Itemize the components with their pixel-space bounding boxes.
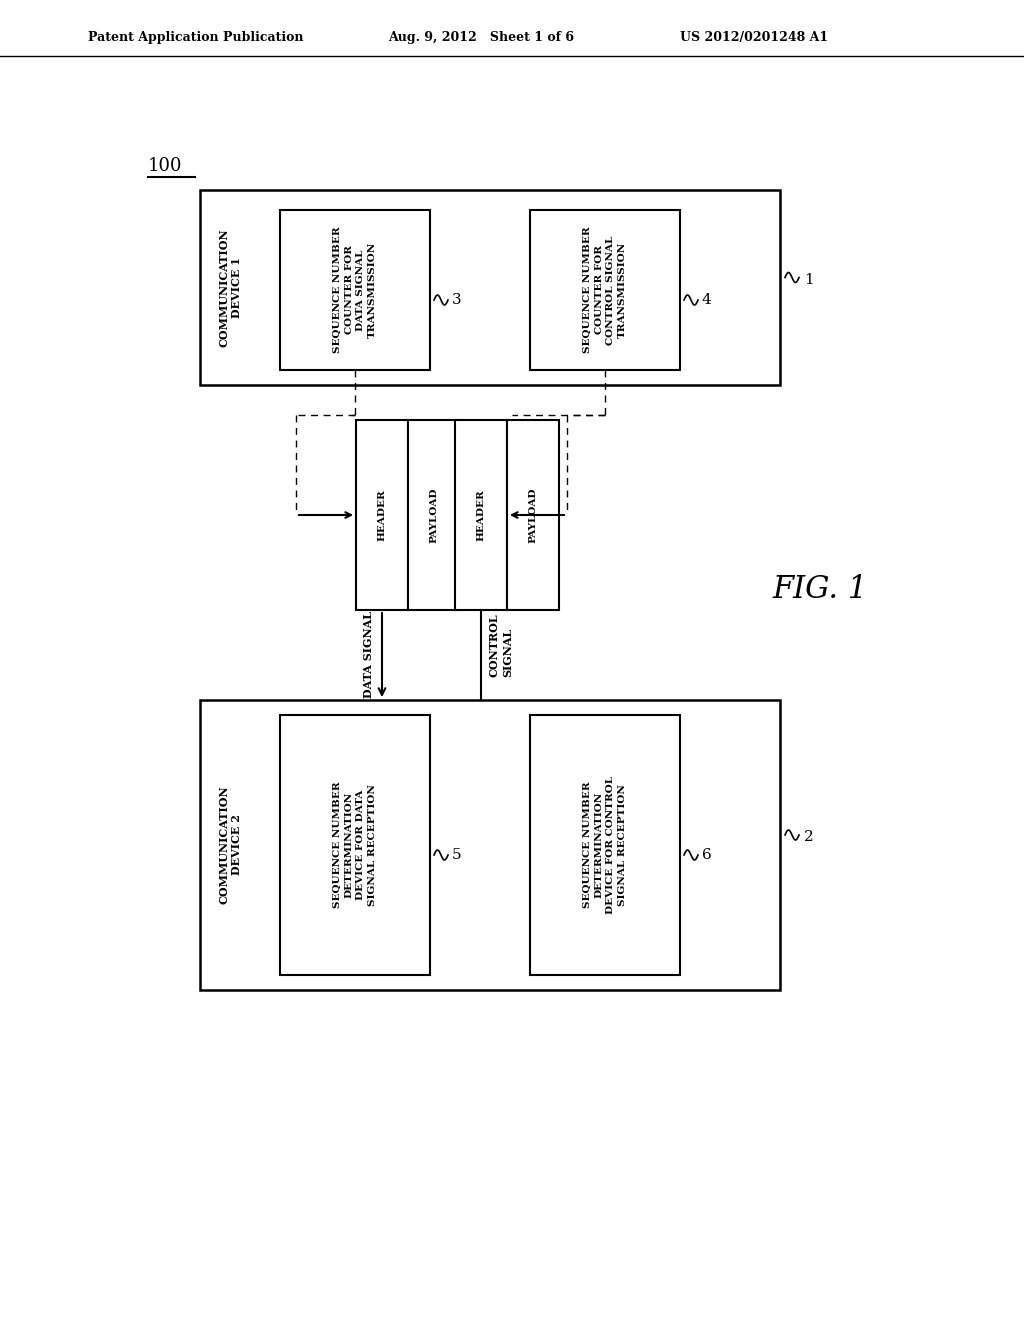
Bar xyxy=(356,420,408,610)
Text: 3: 3 xyxy=(452,293,462,308)
Text: COMMUNICATION
DEVICE 2: COMMUNICATION DEVICE 2 xyxy=(218,785,242,904)
Text: Patent Application Publication: Patent Application Publication xyxy=(88,32,303,45)
Text: SEQUENCE NUMBER
COUNTER FOR
DATA SIGNAL
TRANSMISSION: SEQUENCE NUMBER COUNTER FOR DATA SIGNAL … xyxy=(333,227,377,354)
Text: 1: 1 xyxy=(804,272,814,286)
Text: CONTROL
SIGNAL: CONTROL SIGNAL xyxy=(489,614,513,677)
Bar xyxy=(530,210,680,370)
Text: SEQUENCE NUMBER
DETERMINATION
DEVICE FOR CONTROL
SIGNAL RECEPTION: SEQUENCE NUMBER DETERMINATION DEVICE FOR… xyxy=(583,776,627,913)
Bar xyxy=(280,715,430,975)
Text: 6: 6 xyxy=(702,847,712,862)
Bar xyxy=(200,190,780,385)
Text: SEQUENCE NUMBER
COUNTER FOR
CONTROL SIGNAL
TRANSMISSION: SEQUENCE NUMBER COUNTER FOR CONTROL SIGN… xyxy=(583,227,627,354)
Text: 100: 100 xyxy=(148,157,182,176)
Text: US 2012/0201248 A1: US 2012/0201248 A1 xyxy=(680,32,828,45)
Text: Aug. 9, 2012   Sheet 1 of 6: Aug. 9, 2012 Sheet 1 of 6 xyxy=(388,32,574,45)
Bar xyxy=(408,420,460,610)
Text: 5: 5 xyxy=(452,847,462,862)
Text: SEQUENCE NUMBER
DETERMINATION
DEVICE FOR DATA
SIGNAL RECEPTION: SEQUENCE NUMBER DETERMINATION DEVICE FOR… xyxy=(333,781,377,908)
Text: FIG. 1: FIG. 1 xyxy=(772,574,867,606)
Text: HEADER: HEADER xyxy=(476,490,485,541)
Text: PAYLOAD: PAYLOAD xyxy=(429,487,438,543)
Bar xyxy=(455,420,507,610)
Text: 4: 4 xyxy=(702,293,712,308)
Bar xyxy=(507,420,559,610)
Text: DATA SIGNAL: DATA SIGNAL xyxy=(362,611,374,698)
Bar xyxy=(530,715,680,975)
Text: HEADER: HEADER xyxy=(378,490,386,541)
Text: COMMUNICATION
DEVICE 1: COMMUNICATION DEVICE 1 xyxy=(218,228,242,347)
Bar xyxy=(200,700,780,990)
Bar xyxy=(280,210,430,370)
Text: PAYLOAD: PAYLOAD xyxy=(528,487,538,543)
Text: 2: 2 xyxy=(804,830,814,843)
